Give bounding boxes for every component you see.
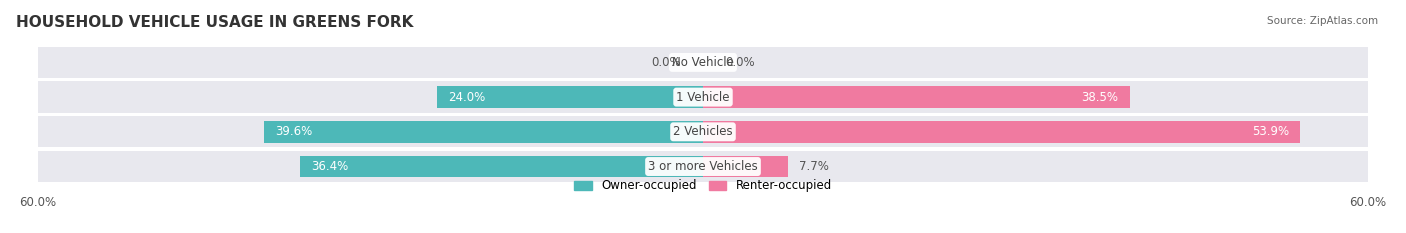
Bar [703, 86, 1129, 108]
Bar [38, 82, 703, 113]
Bar [38, 47, 703, 78]
Text: 36.4%: 36.4% [311, 160, 349, 173]
Text: HOUSEHOLD VEHICLE USAGE IN GREENS FORK: HOUSEHOLD VEHICLE USAGE IN GREENS FORK [15, 15, 413, 30]
Text: 0.0%: 0.0% [725, 56, 755, 69]
Legend: Owner-occupied, Renter-occupied: Owner-occupied, Renter-occupied [569, 175, 837, 197]
Text: 7.7%: 7.7% [800, 160, 830, 173]
Bar [38, 151, 703, 182]
Text: 2 Vehicles: 2 Vehicles [673, 125, 733, 138]
Text: 1 Vehicle: 1 Vehicle [676, 91, 730, 104]
Bar [437, 86, 703, 108]
Bar [703, 116, 1368, 147]
Text: 38.5%: 38.5% [1081, 91, 1119, 104]
Bar [703, 82, 1368, 113]
Bar [264, 121, 703, 143]
Bar [299, 156, 703, 177]
Bar [703, 47, 1368, 78]
Text: No Vehicle: No Vehicle [672, 56, 734, 69]
Text: 53.9%: 53.9% [1253, 125, 1289, 138]
Bar [703, 121, 1301, 143]
Bar [703, 156, 789, 177]
Text: 0.0%: 0.0% [651, 56, 681, 69]
Text: 3 or more Vehicles: 3 or more Vehicles [648, 160, 758, 173]
Bar [703, 151, 1368, 182]
Text: 24.0%: 24.0% [449, 91, 485, 104]
Text: 39.6%: 39.6% [276, 125, 312, 138]
Text: Source: ZipAtlas.com: Source: ZipAtlas.com [1267, 16, 1378, 26]
Bar [38, 116, 703, 147]
